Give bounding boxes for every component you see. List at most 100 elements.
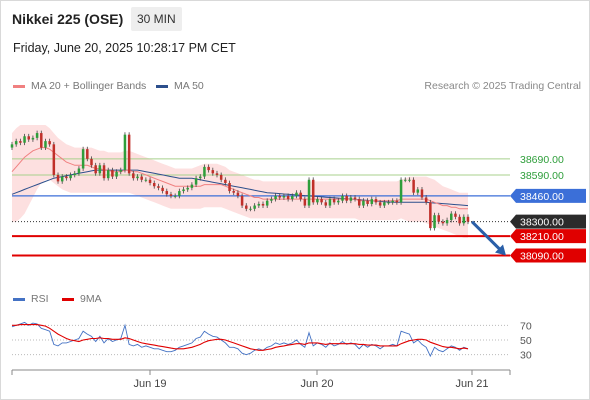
candle-body — [157, 186, 160, 188]
candle-body — [23, 136, 26, 143]
candle-body — [399, 179, 403, 203]
level-tag-2 — [510, 188, 586, 203]
candle-body — [52, 144, 56, 175]
candle-body — [274, 195, 277, 200]
instrument-title: Nikkei 225 (OSE) — [12, 11, 124, 27]
candle-body — [132, 173, 135, 179]
candle-body — [345, 195, 348, 201]
forecast-arrow-head — [495, 244, 506, 256]
candle-body — [152, 183, 156, 187]
bollinger-legend-label: MA 20 + Bollinger Bands — [31, 80, 147, 92]
candle-body — [178, 191, 181, 196]
candle-body — [320, 199, 323, 203]
candle-body — [207, 166, 210, 171]
candle-body — [278, 195, 281, 198]
candle-body — [65, 176, 68, 179]
candle-body — [148, 179, 152, 183]
candle-body — [73, 173, 77, 175]
candle-body — [416, 189, 420, 193]
candle-body — [224, 179, 227, 183]
candle-body — [366, 200, 369, 204]
level-label-1: 38590.00 — [520, 170, 564, 182]
candle-body — [299, 192, 302, 200]
candle-body — [194, 178, 198, 185]
candle-body — [441, 221, 445, 224]
level-label-3: 38300.00 — [520, 217, 564, 229]
candle-body — [27, 136, 30, 140]
candle-body — [215, 173, 219, 175]
candle-body — [56, 174, 60, 182]
candle-body — [420, 189, 424, 198]
candle-body — [291, 195, 294, 200]
candle-body — [94, 165, 97, 174]
candle-body — [127, 134, 131, 174]
candle-body — [115, 171, 118, 177]
candle-body — [211, 170, 215, 174]
candle-body — [307, 179, 311, 206]
candle-body — [357, 199, 361, 206]
candle-body — [454, 213, 457, 217]
candle-body — [136, 176, 139, 179]
candle-body — [424, 197, 428, 203]
candle-body — [245, 205, 248, 209]
level-label-2: 38460.00 — [520, 191, 564, 203]
credit-label: Research © 2025 Trading Central — [424, 80, 581, 92]
rsi-tick-2: 30 — [520, 350, 532, 362]
candle-body — [362, 200, 365, 206]
candle-body — [102, 165, 106, 179]
candle-body — [378, 202, 382, 206]
candle-body — [144, 179, 148, 181]
candle-body — [370, 199, 374, 204]
ma20-line — [11, 147, 468, 210]
timeframe-button[interactable]: 30 MIN — [131, 7, 182, 31]
candle-body — [111, 170, 114, 177]
candle-body — [328, 199, 332, 206]
candle-body — [165, 191, 169, 195]
datetime-label: Friday, June 20, 2025 10:28:17 PM CET — [13, 41, 236, 55]
candle-body — [412, 179, 415, 193]
candle-body — [77, 168, 81, 174]
legend-rsi-ma: 9MA — [62, 293, 102, 305]
candle-body — [311, 179, 315, 203]
candle-body — [353, 197, 357, 200]
forecast-arrow-shaft — [470, 220, 504, 253]
candle-body — [408, 179, 411, 181]
candle-body — [349, 197, 353, 201]
candle-body — [81, 149, 85, 169]
candle-body — [450, 213, 453, 221]
candle-body — [458, 216, 461, 224]
legend-rsi: RSI — [13, 293, 49, 305]
candle-body — [140, 176, 143, 180]
candle-body — [228, 183, 231, 192]
x-tick-label-1: Jun 20 — [300, 378, 333, 390]
candle-body — [249, 208, 252, 210]
candle-body — [31, 137, 35, 140]
candle-body — [40, 133, 43, 148]
candle-body — [98, 165, 102, 174]
x-tick-label-0: Jun 19 — [133, 378, 166, 390]
rsi-tick-1: 50 — [520, 335, 532, 347]
candle-body — [35, 133, 39, 138]
candle-body — [199, 176, 202, 179]
candle-body — [169, 194, 173, 196]
level-tag-3 — [510, 214, 586, 229]
candle-body — [106, 170, 110, 179]
candle-body — [337, 200, 340, 203]
bollinger-swatch — [13, 84, 25, 88]
candle-body — [303, 199, 307, 206]
candle-body — [403, 179, 407, 181]
candle-body — [219, 174, 223, 180]
ma50-swatch — [156, 84, 168, 88]
rsi-ma-swatch — [62, 297, 74, 301]
candle-body — [466, 216, 470, 222]
level-tag-4 — [510, 229, 586, 244]
candle-body — [186, 187, 189, 190]
candle-body — [265, 200, 269, 206]
candle-body — [232, 191, 235, 193]
candle-body — [203, 166, 206, 177]
candle-body — [173, 195, 177, 197]
candle-body — [316, 199, 319, 203]
level-label-0: 38690.00 — [520, 154, 564, 166]
candle-body — [69, 174, 72, 179]
top-bar: Nikkei 225 (OSE) 30 MIN — [1, 1, 589, 35]
